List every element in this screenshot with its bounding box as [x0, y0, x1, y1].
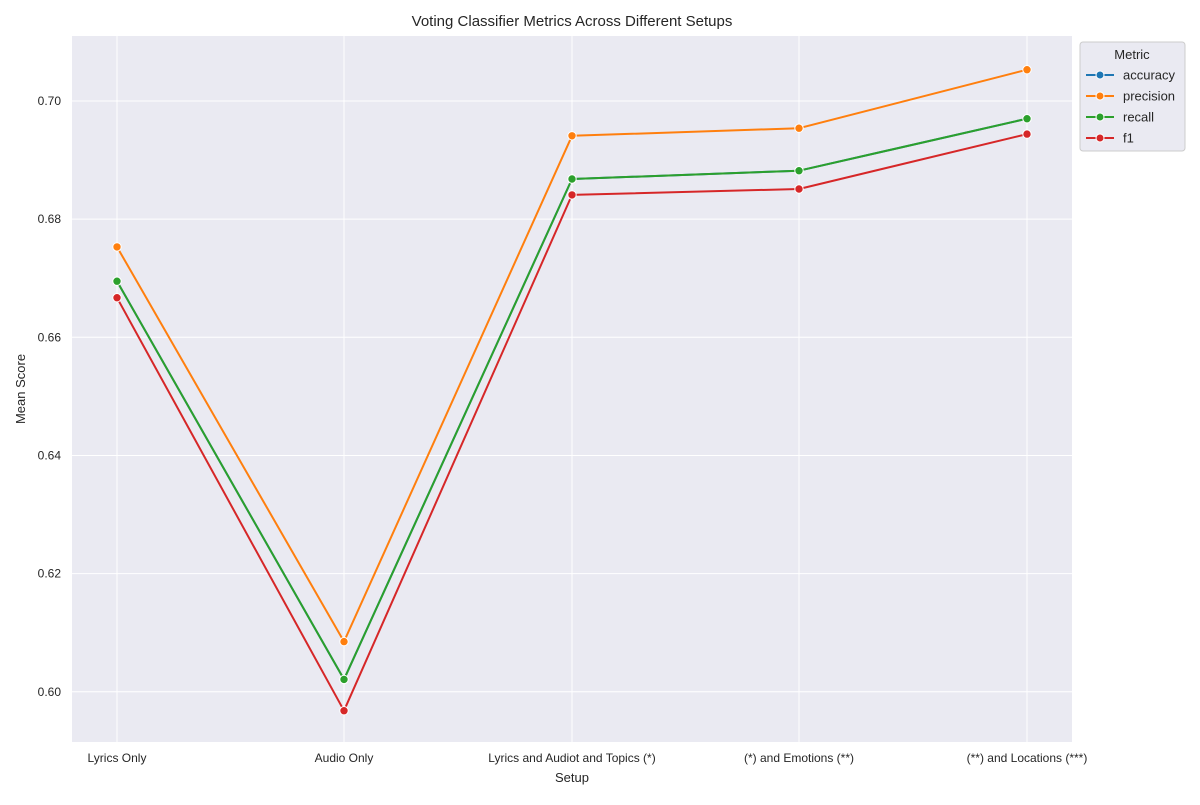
data-point-precision [794, 123, 804, 133]
data-point-recall [794, 166, 804, 176]
data-point-precision [339, 636, 349, 647]
data-point-f1 [567, 190, 577, 200]
legend-item-accuracy: accuracy [1086, 68, 1176, 83]
data-point-recall [1022, 114, 1032, 124]
y-tick-labels: 0.60 0.62 0.64 0.66 0.68 0.70 [38, 94, 62, 699]
series-precision [112, 65, 1032, 647]
series-recall [112, 114, 1032, 685]
y-tick-label: 0.70 [38, 94, 62, 108]
legend-marker [1095, 70, 1105, 80]
series-lines [112, 65, 1032, 716]
x-tick-label: Lyrics Only [88, 751, 147, 765]
legend-marker [1095, 91, 1105, 101]
legend-title: Metric [1114, 47, 1150, 62]
data-point-recall [567, 174, 577, 184]
y-tick-label: 0.68 [38, 212, 62, 226]
legend-label: f1 [1123, 131, 1134, 146]
legend-label: precision [1123, 89, 1175, 104]
x-tick-label: (*) and Emotions (**) [744, 751, 854, 765]
data-point-precision [567, 131, 577, 141]
x-tick-labels: Lyrics Only Audio Only Lyrics and Audiot a… [88, 751, 1088, 765]
data-point-f1 [1022, 129, 1032, 139]
y-tick-label: 0.60 [38, 685, 62, 699]
data-point-f1 [794, 184, 804, 194]
data-point-recall [339, 674, 349, 685]
x-tick-label: Lyrics and Audiot and Topics (*) [488, 751, 655, 765]
chart-title: Voting Classifier Metrics Across Differe… [412, 13, 733, 30]
legend: Metric accuracy precision recall f1 [1079, 41, 1186, 152]
series-f1 [112, 129, 1032, 716]
legend-item-precision: precision [1086, 89, 1175, 104]
data-point-recall [112, 276, 122, 286]
legend-item-recall: recall [1086, 110, 1154, 125]
y-tick-label: 0.62 [38, 567, 62, 581]
legend-marker [1095, 133, 1105, 143]
legend-label: recall [1123, 110, 1154, 125]
x-axis-label: Setup [555, 770, 589, 785]
data-point-f1 [339, 706, 349, 716]
data-point-precision [112, 242, 122, 252]
x-tick-label: Audio Only [315, 751, 374, 765]
y-axis-label: Mean Score [13, 354, 28, 424]
legend-label: accuracy [1123, 68, 1176, 83]
y-tick-label: 0.66 [38, 330, 62, 344]
x-tick-label: (**) and Locations (***) [967, 751, 1088, 765]
y-tick-label: 0.64 [38, 448, 62, 462]
legend-marker [1095, 112, 1105, 122]
data-point-precision [1022, 65, 1032, 75]
legend-items: accuracy precision recall f1 [1086, 68, 1176, 146]
data-point-f1 [112, 293, 122, 303]
legend-box [1079, 41, 1186, 152]
legend-item-f1: f1 [1086, 131, 1134, 146]
